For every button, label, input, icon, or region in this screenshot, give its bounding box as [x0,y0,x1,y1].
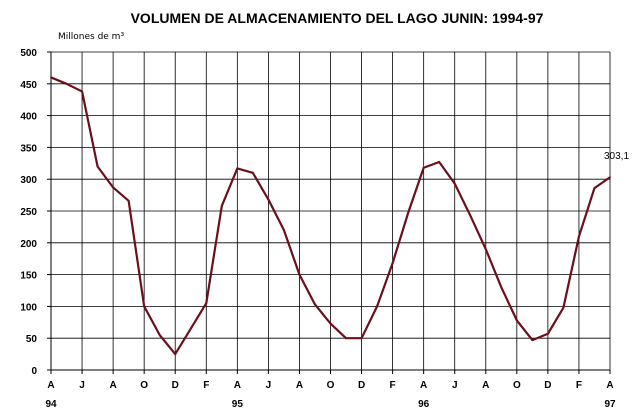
y-tick-label: 300 [20,175,37,186]
x-tick-label: F [203,380,209,391]
x-tick-label: O [327,380,335,391]
data-point [65,82,68,85]
x-tick-label: O [140,380,148,391]
series-layer [50,76,611,356]
x-tick-label: F [576,380,582,391]
x-tick-label: A [109,380,116,391]
x-tick-label: J [79,380,85,391]
y-tick-label: 0 [31,366,37,377]
data-point [484,248,487,251]
data-point [205,302,208,305]
data-point [407,212,410,214]
x-tick-label: A [606,380,613,391]
x-tick-label: A [47,380,54,391]
y-tick-label: 100 [20,302,37,313]
data-point [578,235,580,238]
data-point [236,167,239,170]
data-point [50,76,52,79]
y-tick-label: 350 [20,143,37,154]
data-point [593,187,596,190]
data-point [422,166,425,169]
y-axis-unit-label: Millones de m³ [58,32,124,42]
y-tick-label: 400 [20,112,37,123]
data-point [531,339,534,342]
data-point [220,205,223,207]
y-tick-label: 50 [26,334,38,345]
x-tick-label: J [266,380,272,391]
year-label: 97 [604,399,616,410]
y-tick-label: 150 [20,271,37,282]
data-point [562,306,565,309]
data-point [298,273,301,276]
x-tick-label: D [358,380,365,391]
year-label: 94 [45,399,57,410]
data-point [283,229,285,231]
chart-grid [51,51,611,370]
y-tick-label: 450 [20,80,37,91]
data-point [500,286,503,289]
data-point [376,305,378,308]
chart-title: VOLUMEN DE ALMACENAMIENTO DEL LAGO JUNIN… [131,10,544,26]
x-tick-label: D [544,380,551,391]
data-point [391,262,394,265]
data-point [515,319,518,322]
data-point [453,182,456,185]
data-point [143,305,146,308]
y-tick-label: 250 [20,207,37,218]
year-label: 96 [418,399,430,410]
data-point [81,90,83,93]
data-point [314,303,316,306]
data-point [345,337,347,340]
data-point [438,161,441,163]
x-tick-label: O [513,380,521,391]
data-point [469,214,472,217]
data-point [251,171,254,174]
data-point [609,176,611,179]
x-tick-label: J [452,380,458,391]
end-value-annotation: 303,1 [604,151,629,162]
data-point [158,334,161,336]
x-tick-label: A [482,380,489,391]
y-tick-label: 200 [20,239,37,250]
x-tick-label: A [296,380,303,391]
year-label: 95 [232,399,244,410]
data-point [360,337,363,340]
x-tick-label: A [234,380,241,391]
x-tick-label: A [420,380,427,391]
data-point [174,353,177,355]
chart-axes [47,51,611,374]
x-tick-label: D [172,380,179,391]
data-point [267,198,270,201]
data-point [112,186,115,189]
y-axis-tick-labels: 0 50 100 150 200 250 300 350 400 450 500 [20,48,37,377]
y-tick-label: 500 [20,48,37,59]
data-point [189,327,192,330]
data-point [96,165,99,168]
data-point [127,199,130,202]
x-tick-label: F [390,380,396,391]
data-point [546,332,549,335]
annotation-layer: 303,1 [604,151,629,162]
data-point [329,322,332,325]
year-labels: 94 95 96 97 [45,399,616,410]
